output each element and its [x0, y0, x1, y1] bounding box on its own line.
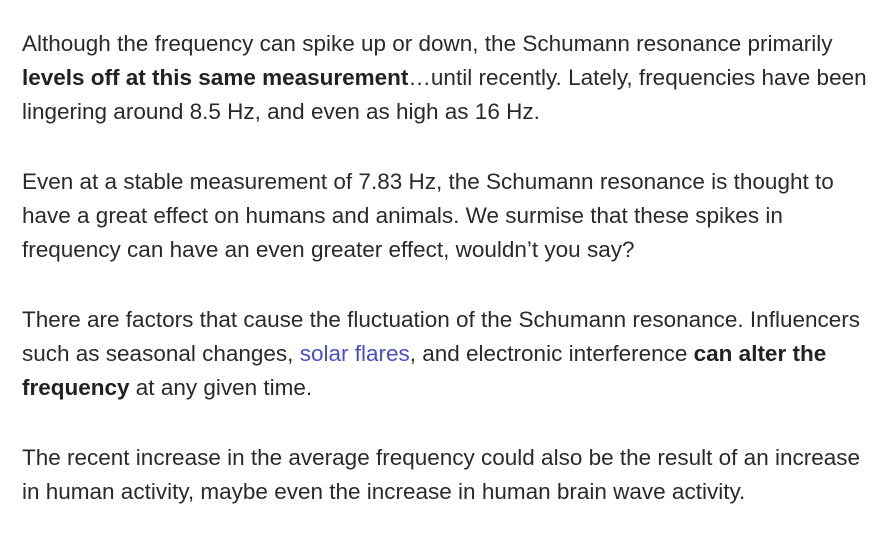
- text-run: The recent increase in the average frequ…: [22, 445, 861, 504]
- paragraph: Even at a stable measurement of 7.83 Hz,…: [22, 165, 878, 267]
- paragraph: Although the frequency can spike up or d…: [22, 27, 878, 129]
- text-run: Even at a stable measurement of 7.83 Hz,…: [22, 169, 834, 262]
- text-run: There are factors that cause the fluctua…: [22, 307, 860, 366]
- bold-text: levels off at this same measurement: [22, 65, 409, 90]
- text-run: Although the frequency can spike up or d…: [22, 31, 833, 56]
- text-run: at any given time.: [129, 375, 313, 400]
- paragraph: There are factors that cause the fluctua…: [22, 303, 878, 405]
- bold-text: can alter the frequency: [22, 341, 827, 400]
- article-body: Although the frequency can spike up or d…: [22, 27, 878, 509]
- paragraph: The recent increase in the average frequ…: [22, 441, 878, 509]
- link[interactable]: solar flares: [299, 341, 410, 366]
- text-run: , and electronic interference: [409, 341, 694, 366]
- text-run: …until recently. Lately, frequencies hav…: [22, 65, 867, 124]
